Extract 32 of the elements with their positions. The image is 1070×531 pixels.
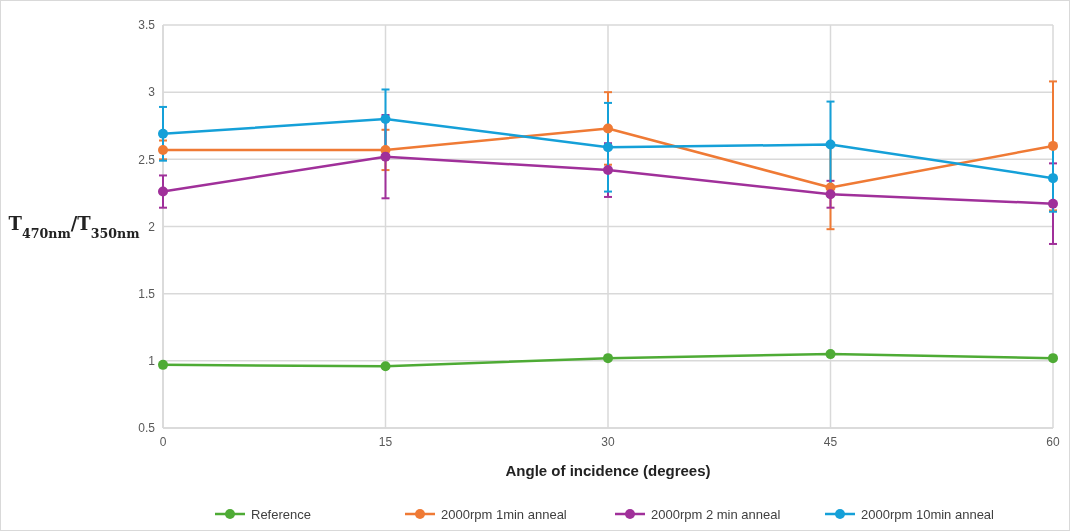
point <box>825 189 836 200</box>
point <box>603 123 613 134</box>
y-tick-label: 1 <box>148 354 156 369</box>
y-tick-label: 2.5 <box>138 152 156 167</box>
x-axis-title: Angle of incidence (degrees) <box>505 462 711 479</box>
point <box>158 144 168 155</box>
point <box>380 361 391 372</box>
y-tick-label: 2 <box>148 219 156 234</box>
x-tick-label: 45 <box>823 435 838 449</box>
legend-label: 2000rpm 2 min anneal <box>651 506 781 522</box>
y-tick-label: 3.5 <box>138 18 156 33</box>
point <box>1048 353 1058 364</box>
point <box>1048 173 1058 184</box>
point <box>1048 140 1058 151</box>
legend-label: Reference <box>251 506 311 522</box>
point <box>825 139 836 150</box>
x-tick-label: 0 <box>159 435 167 449</box>
y-tick-label: 3 <box>148 85 156 100</box>
y-tick-label: 0.5 <box>138 421 156 436</box>
y-tick-label: 1.5 <box>138 286 156 301</box>
legend-label: 2000rpm 10min anneal <box>861 506 995 522</box>
point <box>603 353 613 364</box>
point <box>158 359 168 370</box>
point <box>158 128 168 139</box>
point <box>825 349 836 360</box>
point <box>380 151 391 162</box>
x-tick-label: 30 <box>601 435 615 449</box>
x-tick-label: 15 <box>378 435 393 449</box>
x-tick-label: 60 <box>1046 435 1060 449</box>
point <box>158 186 168 197</box>
y-axis-title: T$_{470nm}$/T$_{350nm}$ <box>8 213 141 241</box>
legend-label: 2000rpm 1min anneal <box>441 506 567 522</box>
